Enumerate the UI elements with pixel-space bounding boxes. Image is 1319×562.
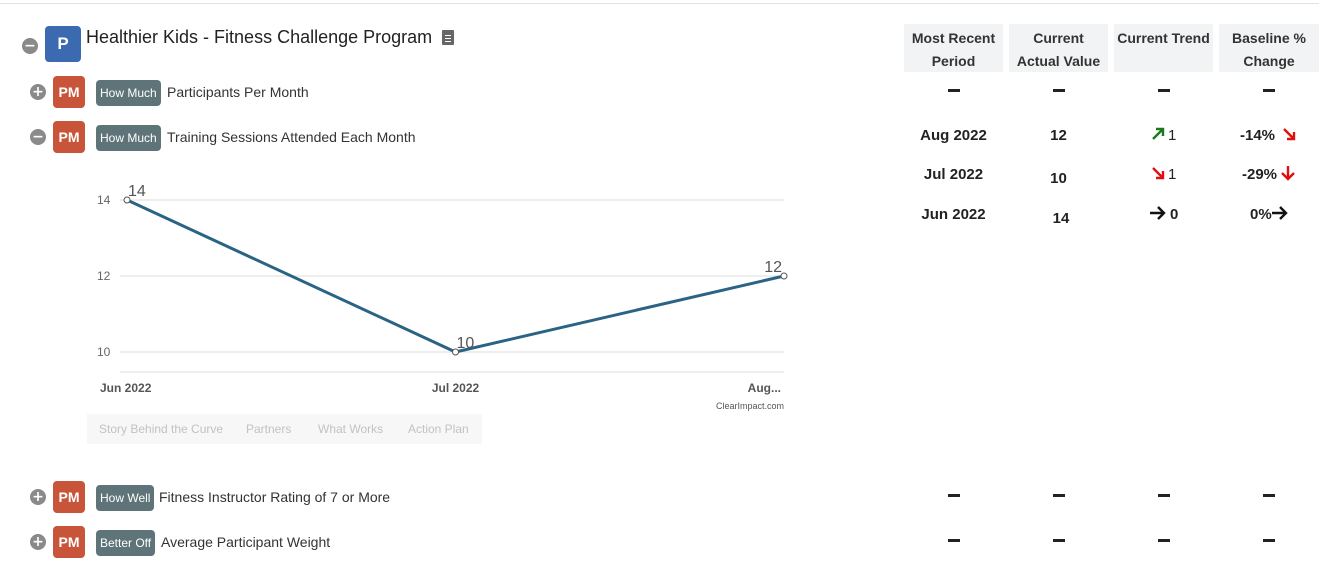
period-cell: Jul 2022 xyxy=(923,166,984,183)
trend-cell: 0 xyxy=(1170,206,1179,223)
baseline-cell: -14% xyxy=(1240,127,1276,144)
measure-tag: How Well xyxy=(96,485,155,511)
value-cell: 14 xyxy=(1052,210,1070,227)
col-most-recent-period: Most Recent Period xyxy=(904,24,1003,72)
measure-badge: PM xyxy=(53,76,85,108)
y-tick-label: 12 xyxy=(97,269,111,283)
value-cell: 12 xyxy=(1050,127,1067,144)
arrow-down-icon xyxy=(1281,166,1295,181)
dash-value xyxy=(1158,539,1170,542)
dash-value xyxy=(1263,494,1275,497)
collapse-measure-icon[interactable]: − xyxy=(30,129,46,145)
y-tick-label: 14 xyxy=(97,193,111,207)
trend-cell: 1 xyxy=(1168,127,1177,144)
top-border xyxy=(0,3,1319,4)
expand-measure-icon[interactable]: + xyxy=(30,84,46,100)
measure-label[interactable]: Average Participant Weight xyxy=(161,534,331,550)
baseline-cell: 0% xyxy=(1250,206,1272,223)
expand-measure-icon[interactable]: + xyxy=(30,489,46,505)
y-tick-label: 10 xyxy=(97,345,111,359)
document-icon[interactable] xyxy=(442,30,454,45)
dash-value xyxy=(948,89,960,92)
tab-partners[interactable]: Partners xyxy=(246,422,292,436)
data-point xyxy=(780,272,788,280)
dash-value xyxy=(948,494,960,497)
expand-measure-icon[interactable]: + xyxy=(30,534,46,550)
arrow-down-right-icon xyxy=(1152,167,1165,180)
col-current-actual-value: Current Actual Value xyxy=(1009,24,1108,72)
data-point xyxy=(123,196,131,204)
dash-value xyxy=(1053,89,1065,92)
program-title[interactable]: Healthier Kids - Fitness Challenge Progr… xyxy=(86,27,433,47)
measure-badge: PM xyxy=(53,481,85,513)
collapse-program-icon[interactable]: − xyxy=(22,38,38,54)
value-cell: 10 xyxy=(1050,170,1067,187)
x-tick-label: Jul 2022 xyxy=(432,381,480,395)
x-tick-label: Jun 2022 xyxy=(100,381,152,395)
arrow-right-icon xyxy=(1150,206,1166,220)
tab-story-behind-the-curve[interactable]: Story Behind the Curve xyxy=(99,422,224,436)
line-chart: 14 12 10 Jun 2022 Jul 2022 Aug... 14 10 12 ClearI… xyxy=(97,183,788,411)
measure-tag: How Much xyxy=(96,80,161,106)
measure-badge: PM xyxy=(53,526,85,558)
measure-tag: How Much xyxy=(96,125,161,151)
data-point xyxy=(452,348,459,356)
dash-value xyxy=(1053,494,1065,497)
tab-what-works[interactable]: What Works xyxy=(318,422,384,436)
chart-credit: ClearImpact.com xyxy=(716,401,784,411)
trend-cell: 1 xyxy=(1168,166,1177,183)
measure-tag: Better Off xyxy=(96,530,156,556)
program-badge: P xyxy=(45,26,81,62)
arrow-up-right-icon xyxy=(1152,127,1165,140)
measure-label[interactable]: Fitness Instructor Rating of 7 or More xyxy=(159,489,391,505)
dash-value xyxy=(1053,539,1065,542)
x-tick-label: Aug... xyxy=(748,381,781,395)
dash-value xyxy=(1158,494,1170,497)
period-cell: Jun 2022 xyxy=(921,206,986,223)
period-cell: Aug 2022 xyxy=(920,127,987,144)
measure-badge: PM xyxy=(53,121,85,153)
col-baseline-change: Baseline % Change xyxy=(1219,24,1319,72)
data-label: 12 xyxy=(764,259,782,276)
measure-label[interactable]: Participants Per Month xyxy=(167,84,309,100)
dash-value xyxy=(1263,539,1275,542)
dash-value xyxy=(948,539,960,542)
dash-value xyxy=(1158,89,1170,92)
measure-label[interactable]: Training Sessions Attended Each Month xyxy=(167,129,416,145)
tab-action-plan[interactable]: Action Plan xyxy=(408,422,469,436)
col-current-trend: Current Trend xyxy=(1114,24,1213,72)
dash-value xyxy=(1263,89,1275,92)
baseline-cell: -29% xyxy=(1242,166,1278,183)
arrow-right-icon xyxy=(1272,206,1288,220)
data-label: 14 xyxy=(128,183,146,200)
arrow-down-right-icon xyxy=(1283,128,1296,141)
data-label: 10 xyxy=(457,335,475,352)
measure-tabs: Story Behind the Curve Partners What Wor… xyxy=(87,414,482,444)
